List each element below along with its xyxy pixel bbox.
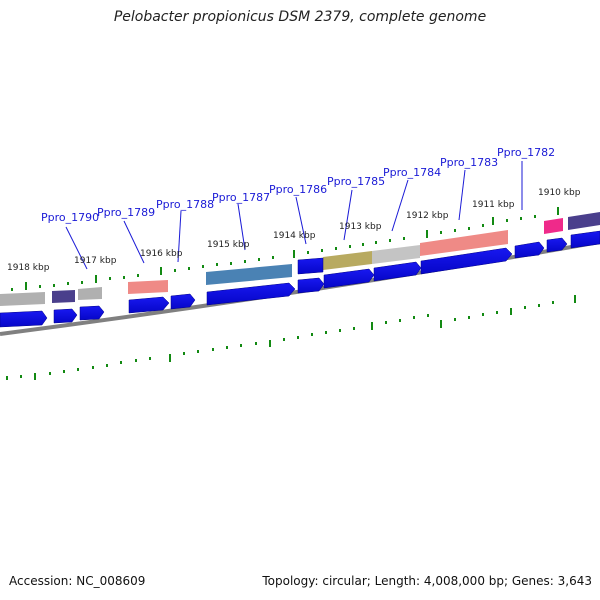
outer-ticks [11, 207, 559, 291]
kbp-label-1914: 1914 kbp [273, 231, 316, 241]
gene-arrow [128, 296, 170, 314]
kbp-label-1913: 1913 kbp [339, 222, 382, 232]
gene-arrow [53, 308, 78, 324]
gene-arrow [79, 305, 105, 321]
gene-label-ppro-1786: Ppro_1786 [269, 183, 327, 196]
kbp-label-1918: 1918 kbp [7, 263, 50, 273]
gene-label-ppro-1785: Ppro_1785 [327, 175, 385, 188]
map-title: Pelobacter propionicus DSM 2379, complet… [113, 9, 487, 25]
kbp-label-1912: 1912 kbp [406, 211, 449, 221]
accession-text: Accession: NC_008609 [9, 574, 146, 588]
gene-label-ppro-1783: Ppro_1783 [440, 156, 498, 169]
kbp-label-1911: 1911 kbp [472, 200, 515, 210]
gene-arrow [373, 261, 422, 282]
gene-label-ppro-1787: Ppro_1787 [212, 191, 270, 204]
kbp-label-1915: 1915 kbp [207, 240, 250, 250]
gene-arrow [206, 282, 296, 306]
gene-label-ppro-1789: Ppro_1789 [97, 206, 155, 219]
gene-label-ppro-1782: Ppro_1782 [497, 146, 555, 159]
kbp-label-1917: 1917 kbp [74, 256, 117, 266]
gene-arrow [546, 237, 568, 253]
gene-label-ppro-1788: Ppro_1788 [156, 198, 214, 211]
gene-arrow [0, 310, 48, 328]
gene-arrow [514, 241, 545, 259]
kbp-label-group: 1918 kbp 1917 kbp 1916 kbp 1915 kbp 1914… [7, 188, 581, 273]
gene-arrow [570, 230, 600, 249]
gene-arrow [297, 257, 324, 275]
gene-arrows [0, 230, 600, 328]
genome-stats-text: Topology: circular; Length: 4,008,000 bp… [262, 574, 592, 588]
cog-features [0, 212, 600, 306]
kbp-label-1916: 1916 kbp [140, 249, 183, 259]
gene-arrow [297, 277, 325, 294]
gene-label-ppro-1784: Ppro_1784 [383, 166, 441, 179]
inner-ticks [6, 295, 576, 380]
gene-arrow [420, 247, 513, 275]
gene-arrow [170, 293, 196, 310]
gene-label-ppro-1790: Ppro_1790 [41, 211, 99, 224]
label-leaders [65, 161, 523, 270]
gene-arrow [323, 268, 375, 289]
kbp-label-1910: 1910 kbp [538, 188, 581, 198]
gene-label-group: Ppro_1790 Ppro_1789 Ppro_1788 Ppro_1787 … [41, 146, 555, 224]
